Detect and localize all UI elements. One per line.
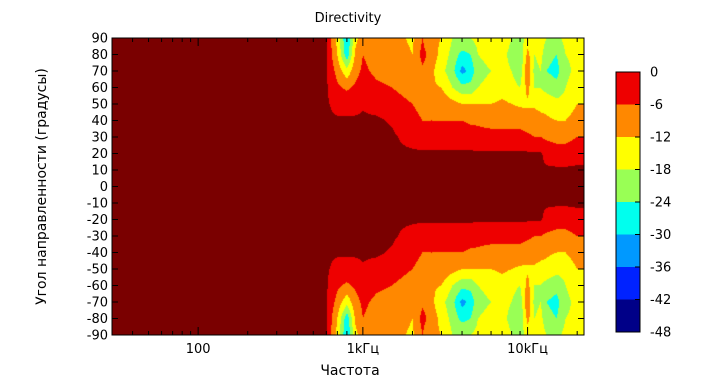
y-tick-label: 80 bbox=[91, 48, 108, 63]
colorbar: 0 -6 -12 -18 -24 -30 -36 -42 -48 bbox=[615, 66, 671, 341]
heatmap-canvas bbox=[112, 38, 584, 335]
colorbar-tick-label: -24 bbox=[650, 196, 671, 211]
y-axis-label: Угол направленности (градусы) bbox=[34, 68, 50, 305]
y-tick-label: 20 bbox=[91, 147, 108, 162]
colorbar-segment bbox=[616, 72, 640, 105]
y-tick-label: -40 bbox=[87, 246, 108, 261]
y-tick-label: 50 bbox=[91, 98, 108, 113]
colorbar-tick-label: -12 bbox=[650, 131, 671, 146]
heatmap-image bbox=[112, 38, 584, 335]
y-tick-label: 0 bbox=[100, 180, 108, 195]
colorbar-tick-label: -30 bbox=[650, 228, 671, 243]
x-tick-label: 100 bbox=[186, 342, 211, 357]
colorbar-segment bbox=[616, 267, 640, 300]
y-tick-label: -20 bbox=[87, 213, 108, 228]
colorbar-tick-label: 0 bbox=[650, 66, 658, 81]
y-tick-label: -60 bbox=[87, 279, 108, 294]
x-tick-label: 1kГц bbox=[347, 342, 380, 357]
y-tick-label: -10 bbox=[87, 197, 108, 212]
y-tick-label: 60 bbox=[91, 81, 108, 96]
y-tick-label: 40 bbox=[91, 114, 108, 129]
chart-title: Directivity bbox=[315, 11, 382, 26]
colorbar-tick-label: -18 bbox=[650, 163, 671, 178]
colorbar-segment bbox=[616, 299, 640, 333]
y-tick-label: -80 bbox=[87, 312, 108, 327]
y-tick-label: -50 bbox=[87, 263, 108, 278]
colorbar-segment bbox=[616, 104, 640, 138]
colorbar-segment bbox=[616, 169, 640, 203]
plot-frame bbox=[111, 37, 585, 336]
y-tick-label: 10 bbox=[91, 164, 108, 179]
colorbar-segment bbox=[616, 234, 640, 268]
colorbar-segment bbox=[616, 202, 640, 235]
y-tick-label: 30 bbox=[91, 131, 108, 146]
x-axis-label: Частота bbox=[320, 363, 379, 379]
colorbar-segment bbox=[616, 137, 640, 170]
y-tick-label: -70 bbox=[87, 296, 108, 311]
y-tick-label: -90 bbox=[87, 329, 108, 344]
plot-area bbox=[112, 38, 584, 335]
y-tick-label: 90 bbox=[91, 32, 108, 47]
y-tick-label: 70 bbox=[91, 65, 108, 80]
y-tick-label: -30 bbox=[87, 230, 108, 245]
colorbar-tick-label: -36 bbox=[650, 261, 671, 276]
colorbar-tick-label: -48 bbox=[650, 326, 671, 341]
colorbar-tick-label: -42 bbox=[650, 293, 671, 308]
x-tick-label: 10kГц bbox=[507, 342, 548, 357]
colorbar-tick-label: -6 bbox=[650, 98, 663, 113]
